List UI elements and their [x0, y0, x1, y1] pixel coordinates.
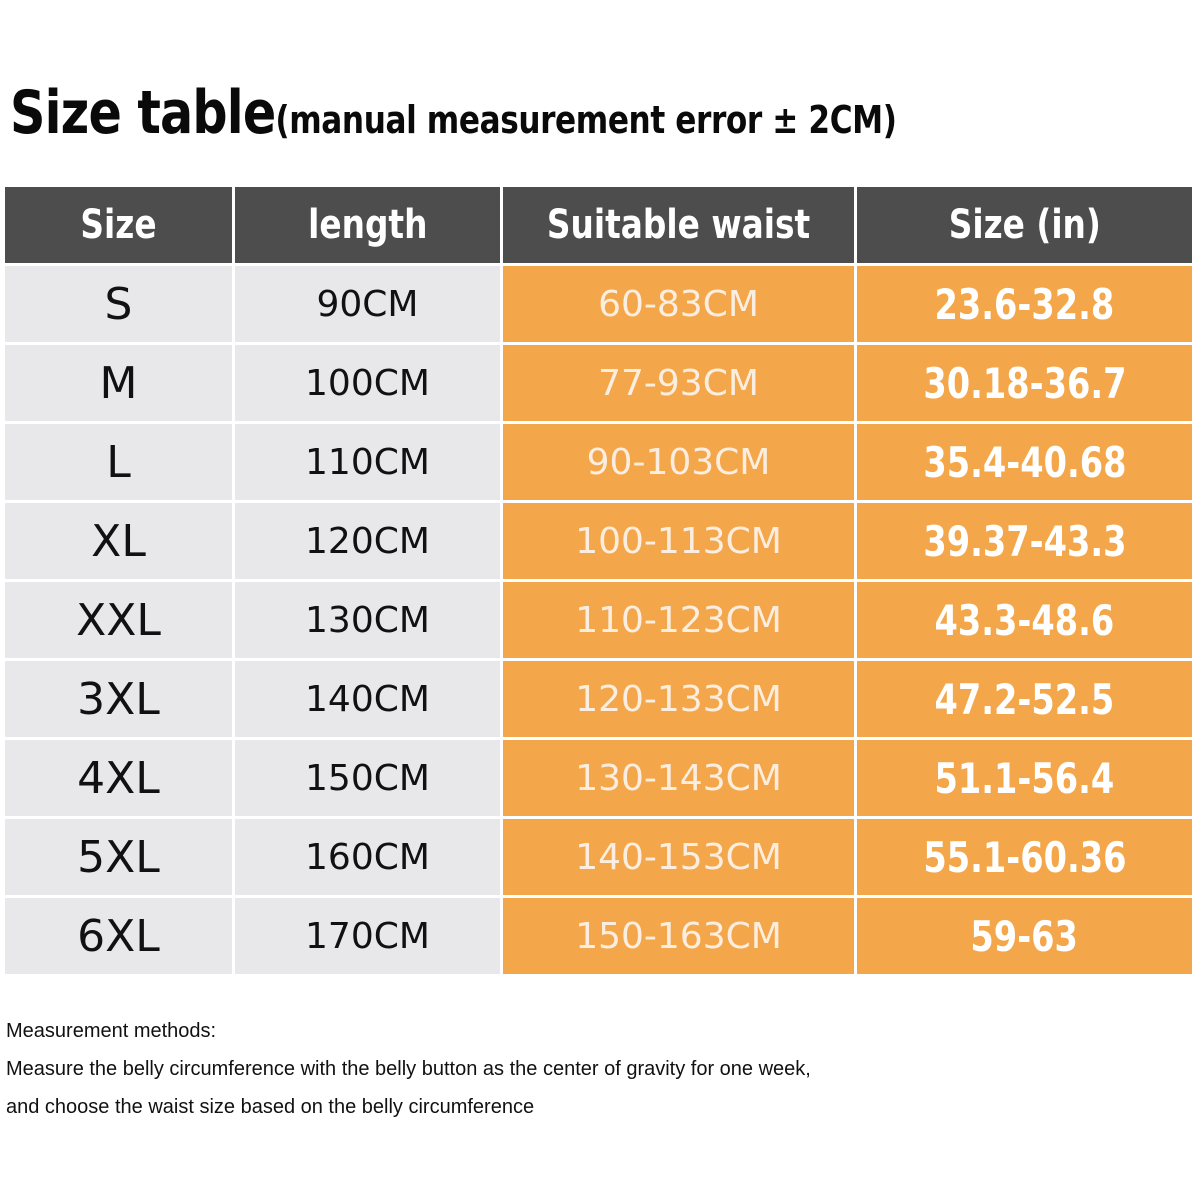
cell-inches: 30.18-36.7 [857, 342, 1192, 421]
table-header-row: Size length Suitable waist Size (in) [5, 187, 1192, 263]
notes-line-1: Measure the belly circumference with the… [6, 1058, 811, 1080]
cell-size: XL [5, 500, 235, 579]
cell-size: 3XL [5, 658, 235, 737]
cell-size: S [5, 263, 235, 342]
cell-size: 4XL [5, 737, 235, 816]
notes-heading: Measurement methods: [6, 1020, 217, 1042]
cell-waist: 150-163CM [503, 895, 857, 974]
cell-inches: 55.1-60.36 [857, 816, 1192, 895]
measurement-notes: Measurement methods: Measure the belly c… [6, 1012, 811, 1126]
size-table: Size length Suitable waist Size (in) S 9… [5, 187, 1192, 974]
cell-length: 100CM [235, 342, 503, 421]
cell-length: 170CM [235, 895, 503, 974]
cell-length: 160CM [235, 816, 503, 895]
cell-waist: 130-143CM [503, 737, 857, 816]
cell-length: 130CM [235, 579, 503, 658]
table-row: XL 120CM 100-113CM 39.37-43.3 [5, 500, 1192, 579]
cell-length: 140CM [235, 658, 503, 737]
page-title: Size table(manual measurement error ± 2C… [10, 78, 897, 148]
header-length: length [235, 187, 503, 263]
table-row: L 110CM 90-103CM 35.4-40.68 [5, 421, 1192, 500]
cell-inches: 23.6-32.8 [857, 263, 1192, 342]
table-row: M 100CM 77-93CM 30.18-36.7 [5, 342, 1192, 421]
table-row: 4XL 150CM 130-143CM 51.1-56.4 [5, 737, 1192, 816]
cell-length: 150CM [235, 737, 503, 816]
title-subtitle: (manual measurement error ± 2CM) [275, 98, 897, 142]
table-row: 5XL 160CM 140-153CM 55.1-60.36 [5, 816, 1192, 895]
cell-waist: 90-103CM [503, 421, 857, 500]
cell-inches: 43.3-48.6 [857, 579, 1192, 658]
cell-waist: 140-153CM [503, 816, 857, 895]
cell-inches: 51.1-56.4 [857, 737, 1192, 816]
title-main: Size table [10, 78, 276, 148]
cell-size: 5XL [5, 816, 235, 895]
cell-waist: 60-83CM [503, 263, 857, 342]
cell-length: 90CM [235, 263, 503, 342]
header-size-inches: Size (in) [857, 187, 1192, 263]
cell-size: L [5, 421, 235, 500]
table-row: 6XL 170CM 150-163CM 59-63 [5, 895, 1192, 974]
cell-waist: 100-113CM [503, 500, 857, 579]
header-suitable-waist: Suitable waist [503, 187, 857, 263]
cell-size: 6XL [5, 895, 235, 974]
cell-size: XXL [5, 579, 235, 658]
cell-length: 120CM [235, 500, 503, 579]
cell-inches: 47.2-52.5 [857, 658, 1192, 737]
header-size: Size [5, 187, 235, 263]
cell-length: 110CM [235, 421, 503, 500]
cell-inches: 35.4-40.68 [857, 421, 1192, 500]
cell-waist: 110-123CM [503, 579, 857, 658]
cell-inches: 39.37-43.3 [857, 500, 1192, 579]
table-row: S 90CM 60-83CM 23.6-32.8 [5, 263, 1192, 342]
cell-inches: 59-63 [857, 895, 1192, 974]
table-row: 3XL 140CM 120-133CM 47.2-52.5 [5, 658, 1192, 737]
cell-waist: 77-93CM [503, 342, 857, 421]
cell-size: M [5, 342, 235, 421]
table-row: XXL 130CM 110-123CM 43.3-48.6 [5, 579, 1192, 658]
notes-line-2: and choose the waist size based on the b… [6, 1096, 535, 1118]
cell-waist: 120-133CM [503, 658, 857, 737]
